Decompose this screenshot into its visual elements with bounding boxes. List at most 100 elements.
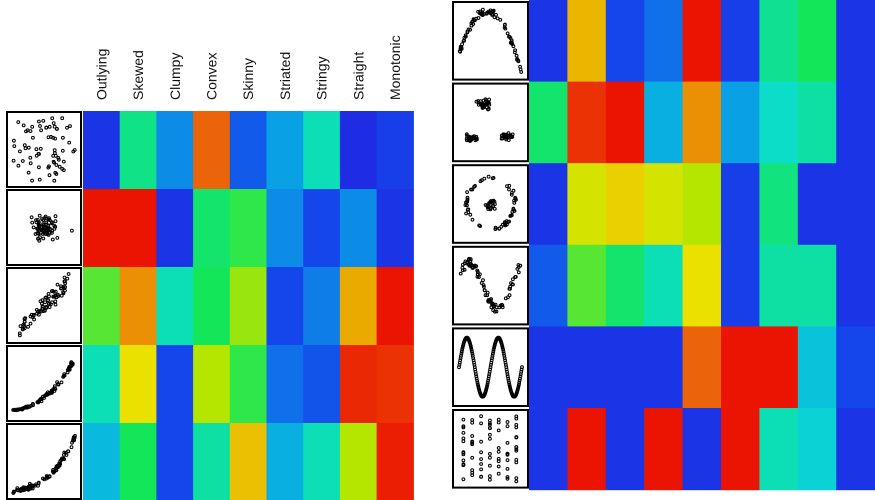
scatter-point [507, 286, 512, 291]
scatter-point [482, 288, 487, 293]
scatter-point [503, 26, 508, 31]
scatter-point [488, 422, 492, 427]
scatter-point [469, 23, 474, 28]
right-cell-r3-c3 [644, 244, 684, 327]
right-cell-r3-c1 [567, 244, 607, 327]
scatter-point [30, 178, 34, 183]
scatter-point [44, 306, 49, 310]
scatter-point [460, 346, 465, 350]
scatter-point [500, 136, 505, 141]
left-cell-r0-c1 [119, 111, 157, 190]
scatter-point [496, 449, 501, 454]
left-thumbnail-2 [6, 267, 82, 344]
left-cell-r0-c5 [266, 111, 304, 190]
scatter-point [462, 268, 467, 272]
scatter-point [61, 285, 66, 289]
scatter-point [514, 445, 519, 449]
right-cell-r5-c8 [836, 408, 875, 491]
scatter-point [468, 212, 473, 217]
scatter-point [488, 418, 492, 423]
scatter-point [517, 382, 521, 387]
scatter-point [460, 347, 465, 352]
scatter-point [505, 420, 510, 424]
scatter-point [500, 346, 505, 350]
right-cell-r0-c3 [644, 0, 684, 83]
scatter-point [505, 476, 510, 481]
scatter-point [470, 468, 475, 473]
scatter-point [39, 128, 43, 133]
scatter-point [502, 23, 507, 27]
scatter-point [476, 382, 480, 387]
left-cell-r0-c3 [193, 111, 231, 190]
scatter-point [43, 300, 47, 305]
scatter-point [506, 378, 511, 383]
scatter-point [21, 485, 26, 490]
scatter-point [493, 227, 498, 232]
column-header-skinny: Skinny [240, 58, 256, 100]
scatter-point [471, 356, 476, 361]
scatter-point [474, 374, 479, 379]
scatter-point [482, 176, 487, 181]
scatter-point [62, 275, 67, 280]
scatter-point [495, 16, 500, 21]
scatter-point [460, 265, 465, 270]
scatter-point [470, 217, 475, 222]
scatter-point [469, 263, 474, 268]
scatter-point [481, 7, 485, 12]
scatter-point [39, 396, 44, 401]
scatter-point [507, 380, 511, 385]
scatter-point [486, 376, 491, 381]
scatter-point [53, 151, 57, 156]
scatter-point [18, 149, 22, 154]
scatter-point [25, 128, 30, 133]
scatter-point [484, 386, 489, 391]
scatter-point [19, 488, 23, 492]
right-cell-r0-c1 [567, 0, 607, 83]
scatter-point [501, 347, 506, 352]
right-cell-r5-c6 [759, 408, 799, 491]
scatter-point [484, 102, 488, 106]
right-cell-r4-c0 [529, 326, 568, 409]
scatter-point [484, 11, 489, 16]
scatter-point [22, 143, 27, 148]
scatter-point [465, 190, 470, 195]
scatter-point [61, 291, 66, 296]
left-cell-r4-c6 [303, 423, 341, 500]
scatter-point [502, 356, 507, 361]
scatter-point [42, 216, 47, 220]
scatter-point [514, 448, 519, 453]
scatter-point [509, 38, 514, 43]
scatter-point [36, 236, 40, 241]
right-cell-r4-c7 [797, 326, 837, 409]
scatter-point [473, 184, 477, 188]
scatter-point [507, 382, 512, 387]
scatter-point [496, 446, 501, 450]
scatter-point [467, 256, 471, 261]
scatter-point [479, 457, 484, 462]
scatter-point [496, 417, 501, 422]
scatter-point [480, 13, 485, 18]
column-header-convex: Convex [203, 53, 219, 100]
scatter-point [31, 225, 36, 230]
scatter-point [515, 57, 520, 61]
scatter-point [53, 302, 58, 307]
scatter-point [61, 135, 65, 140]
scatter-point [498, 18, 503, 22]
right-cell-r3-c0 [529, 244, 568, 327]
right-cell-r4-c6 [759, 326, 799, 409]
scatter-point [34, 482, 38, 487]
scatter-point [458, 271, 463, 276]
scatter-point [505, 458, 510, 463]
scatter-point [17, 331, 22, 336]
scatter-point [481, 283, 486, 288]
scatter-point [512, 201, 517, 205]
scatter-point [475, 268, 480, 273]
scatter-point [485, 205, 490, 210]
left-thumbnail-4 [6, 423, 82, 500]
right-cell-r1-c3 [644, 81, 684, 164]
scatter-point [461, 425, 466, 430]
scatter-point [506, 131, 511, 136]
left-cell-r3-c4 [229, 345, 268, 424]
scatter-point [55, 282, 60, 287]
scatter-point [22, 319, 27, 324]
